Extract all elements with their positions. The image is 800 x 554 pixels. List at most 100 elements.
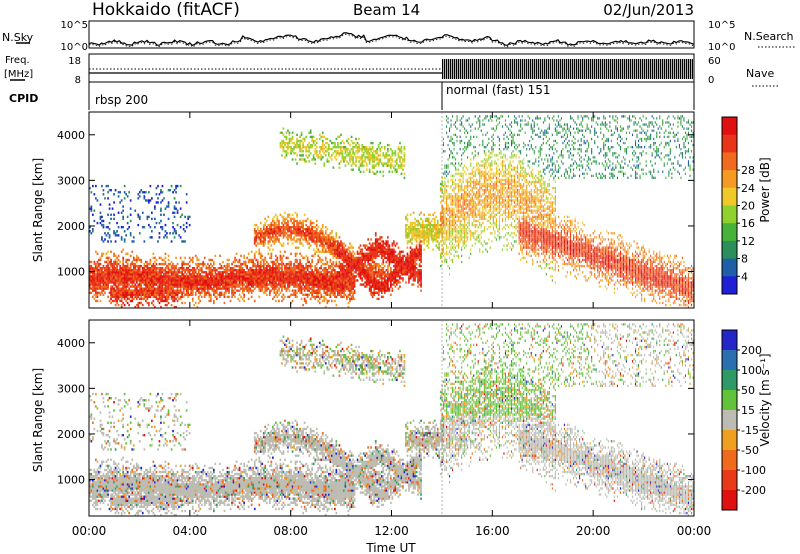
power-cell	[93, 287, 96, 290]
power-cell	[405, 258, 407, 262]
power-cell	[377, 162, 380, 165]
power-cell	[365, 267, 368, 270]
power-cell	[388, 170, 391, 173]
power-cell	[238, 271, 241, 274]
power-cell	[208, 283, 211, 286]
power-cell	[291, 275, 294, 278]
power-cell	[102, 264, 105, 268]
power-cell	[111, 287, 114, 290]
power-cell	[259, 230, 262, 233]
power-cell	[367, 156, 370, 159]
power-cell	[250, 273, 253, 276]
power-cell	[99, 215, 102, 219]
power-cell	[355, 269, 357, 272]
power-cell	[337, 275, 339, 278]
power-cell	[102, 267, 105, 270]
power-cell	[379, 281, 382, 284]
power-cell	[184, 215, 187, 219]
power-cell	[414, 258, 416, 262]
power-cell	[116, 275, 118, 278]
power-cell	[350, 254, 353, 258]
power-cell	[312, 240, 315, 243]
power-cell	[146, 289, 149, 292]
power-cell	[387, 244, 389, 247]
power-cell	[270, 232, 273, 235]
power-cell	[323, 262, 326, 266]
power-cell	[356, 156, 359, 159]
power-cell	[417, 256, 419, 260]
power-cell	[420, 289, 422, 292]
power-cell	[409, 275, 412, 278]
power-cell	[241, 283, 244, 286]
power-cell	[170, 297, 173, 301]
power-cell	[182, 262, 185, 266]
power-cell	[409, 258, 412, 262]
power-cell	[113, 213, 115, 216]
power-cell	[376, 271, 379, 274]
power-cell	[228, 264, 230, 268]
power-cell	[175, 191, 177, 194]
power-cell	[181, 262, 184, 266]
power-cell	[240, 254, 242, 258]
power-cell	[417, 271, 419, 274]
power-cell	[393, 248, 395, 251]
power-cell	[269, 283, 271, 286]
power-cell	[149, 295, 152, 299]
power-cell	[187, 279, 190, 282]
power-cell	[281, 275, 283, 278]
power-cell	[187, 269, 190, 272]
power-cell	[269, 267, 271, 270]
power-cell	[314, 226, 317, 229]
power-cell	[299, 139, 301, 143]
power-cell	[279, 275, 282, 278]
power-cell	[284, 141, 286, 145]
power-cell	[234, 256, 236, 260]
power-cell	[225, 285, 227, 288]
power-cell	[202, 289, 205, 292]
power-cell	[205, 273, 208, 276]
power-cell	[279, 277, 282, 280]
power-cell	[338, 291, 341, 294]
power-cell	[340, 248, 342, 251]
power-cell	[303, 273, 306, 276]
power-cell	[197, 281, 200, 284]
power-cell	[376, 262, 379, 266]
cpid-segment-2: normal (fast) 151	[446, 83, 550, 97]
power-cell	[394, 150, 397, 153]
power-cell	[306, 264, 309, 268]
power-cell	[370, 158, 373, 161]
power-cell	[376, 285, 379, 288]
power-cell	[178, 267, 180, 270]
power-cell	[210, 258, 212, 262]
power-cell	[164, 230, 167, 233]
power-cell	[107, 264, 109, 268]
power-cell	[409, 271, 412, 274]
power-cell	[169, 271, 171, 274]
power-cell	[270, 254, 273, 258]
power-cell	[210, 271, 212, 274]
power-cell	[400, 150, 403, 153]
power-cell	[352, 158, 354, 161]
power-cell	[411, 254, 413, 258]
power-cell	[377, 293, 380, 296]
power-cell	[394, 281, 397, 284]
power-cell	[237, 275, 239, 278]
power-cell	[418, 279, 421, 282]
power-cell	[108, 260, 111, 264]
power-cell	[240, 277, 242, 280]
power-cell	[309, 129, 312, 132]
power-cell	[241, 281, 244, 284]
power-cell	[146, 275, 149, 278]
power-cell	[173, 228, 176, 231]
power-cell	[414, 279, 416, 282]
power-cell	[132, 269, 135, 272]
power-cell	[324, 154, 327, 157]
power-cell	[99, 279, 102, 282]
power-cell	[299, 143, 301, 147]
power-cell	[167, 258, 170, 262]
power-cell	[370, 277, 373, 280]
power-cell	[382, 271, 385, 274]
power-cell	[272, 281, 274, 284]
power-cell	[350, 283, 353, 286]
power-cell	[347, 252, 350, 255]
